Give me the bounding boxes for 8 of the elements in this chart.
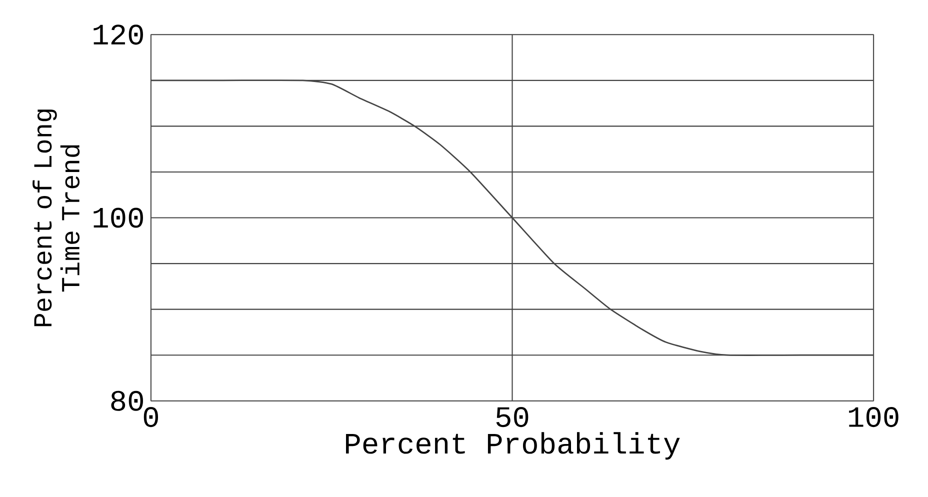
x-axis-title: Percent Probability [346, 432, 680, 460]
y-tick-label: 120 [94, 24, 143, 44]
x-tick-label: 0 [144, 406, 158, 427]
y-tick-label: 80 [111, 390, 143, 411]
y-tick-label: 100 [94, 208, 143, 228]
x-tick-label: 100 [849, 406, 898, 427]
x-tick-label: 50 [496, 406, 528, 427]
y-axis-title: Percent of Long Time Trend [32, 109, 80, 326]
